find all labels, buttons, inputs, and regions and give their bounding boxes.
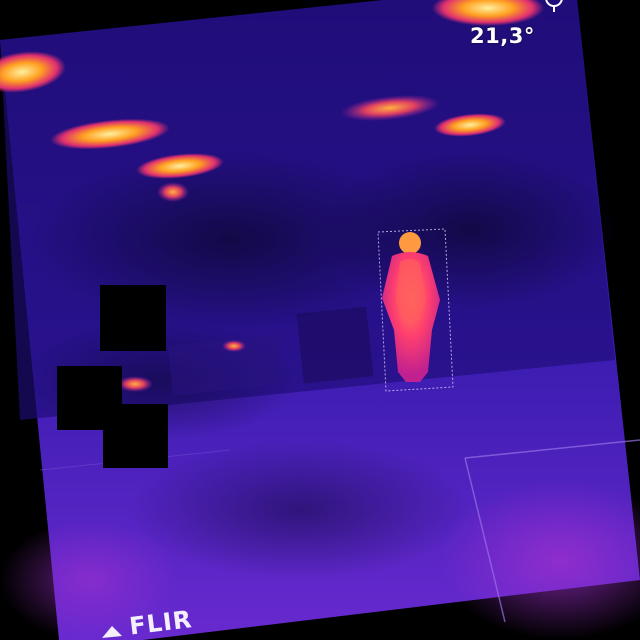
crosshair-icon (545, 0, 563, 12)
ceiling-light (157, 182, 189, 202)
brand-logo-spacer (105, 635, 131, 638)
redaction-block (103, 404, 168, 468)
person-detection-box (377, 228, 454, 392)
ceiling-light (432, 0, 544, 26)
flir-logo-icon (102, 626, 122, 638)
warm-spot (117, 376, 153, 392)
ceiling-light (434, 113, 506, 137)
ceiling-light (136, 153, 224, 179)
ceiling-light (50, 118, 170, 150)
ceiling-light (340, 94, 440, 122)
warm-spot (222, 340, 246, 352)
redaction-blocks (57, 285, 168, 468)
ceiling-lights (0, 0, 544, 392)
temperature-readout: 21,3° (470, 24, 535, 48)
person-heat-signature (382, 232, 440, 382)
redaction-block (100, 285, 166, 351)
ceiling-light (0, 51, 66, 93)
